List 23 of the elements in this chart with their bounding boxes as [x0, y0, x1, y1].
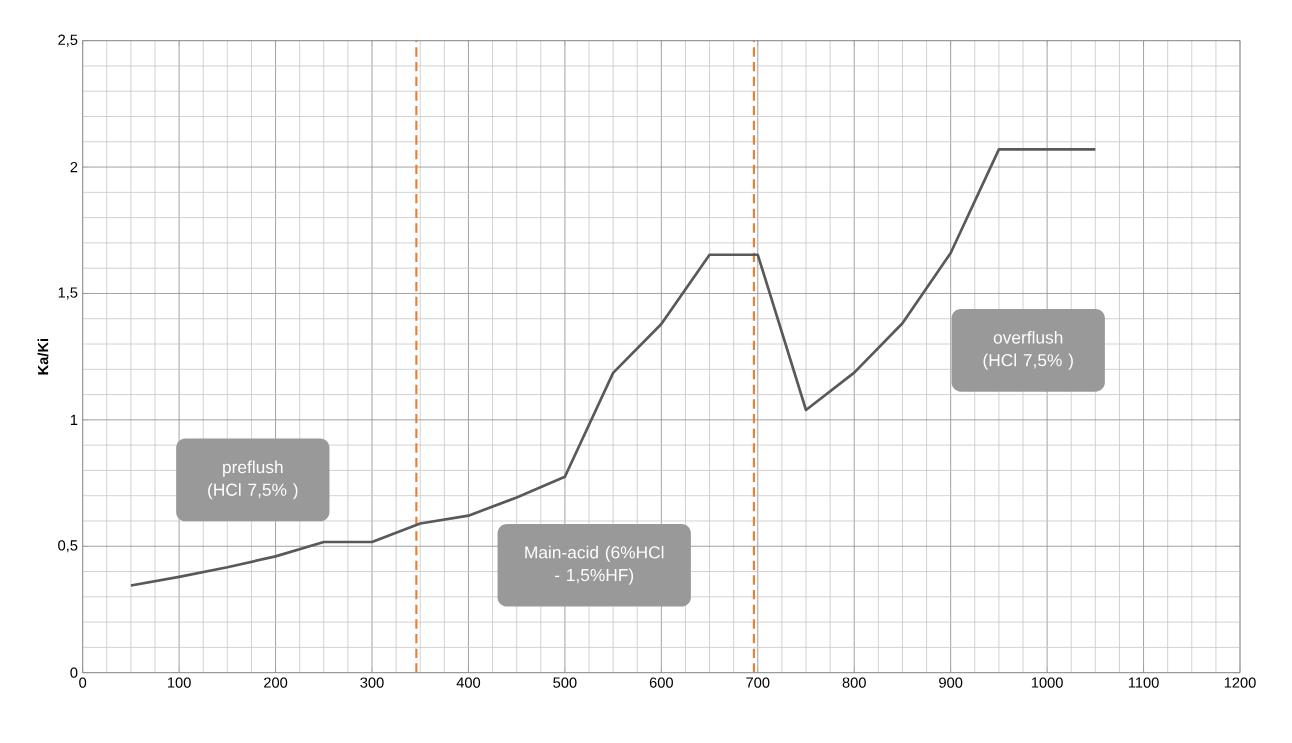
y-tick-label: 1,5: [58, 287, 78, 300]
annotation: preflush (HCl 7,5% ): [208, 460, 298, 500]
x-tick-label: 600: [649, 677, 673, 688]
y-tick-label: 0,5: [58, 540, 78, 553]
x-tick-label: 1200: [1224, 677, 1256, 688]
x-tick-label: 700: [746, 677, 770, 688]
y-tick-label: 2: [70, 162, 78, 173]
x-tick-label: 400: [456, 677, 481, 688]
x-tick-label: 100: [167, 677, 191, 688]
x-tick-label: 200: [264, 677, 288, 688]
y-tick-label: 0: [70, 667, 78, 679]
y-tick-label: 1: [70, 415, 78, 426]
annotation: overflush (HCl 7,5% ): [983, 331, 1073, 370]
x-tick-label: 900: [939, 677, 963, 688]
y-tick-label: 2,5: [58, 34, 78, 47]
x-tick-label: 0: [79, 677, 87, 688]
x-tick-label: 500: [553, 677, 577, 688]
x-tick-label: 800: [842, 677, 866, 688]
x-tick-label: 1100: [1128, 677, 1159, 688]
y-axis-title: Ka/Ki: [37, 339, 49, 375]
x-tick-label: 1000: [1031, 677, 1063, 688]
x-tick-label: 300: [360, 677, 384, 688]
annotation: Main-acid (6%HCl - 1,5%HF): [525, 545, 664, 585]
